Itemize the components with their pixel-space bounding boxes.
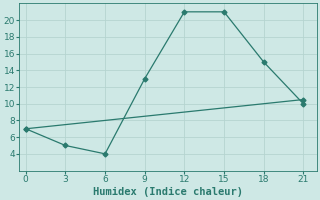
X-axis label: Humidex (Indice chaleur): Humidex (Indice chaleur)	[93, 186, 243, 197]
